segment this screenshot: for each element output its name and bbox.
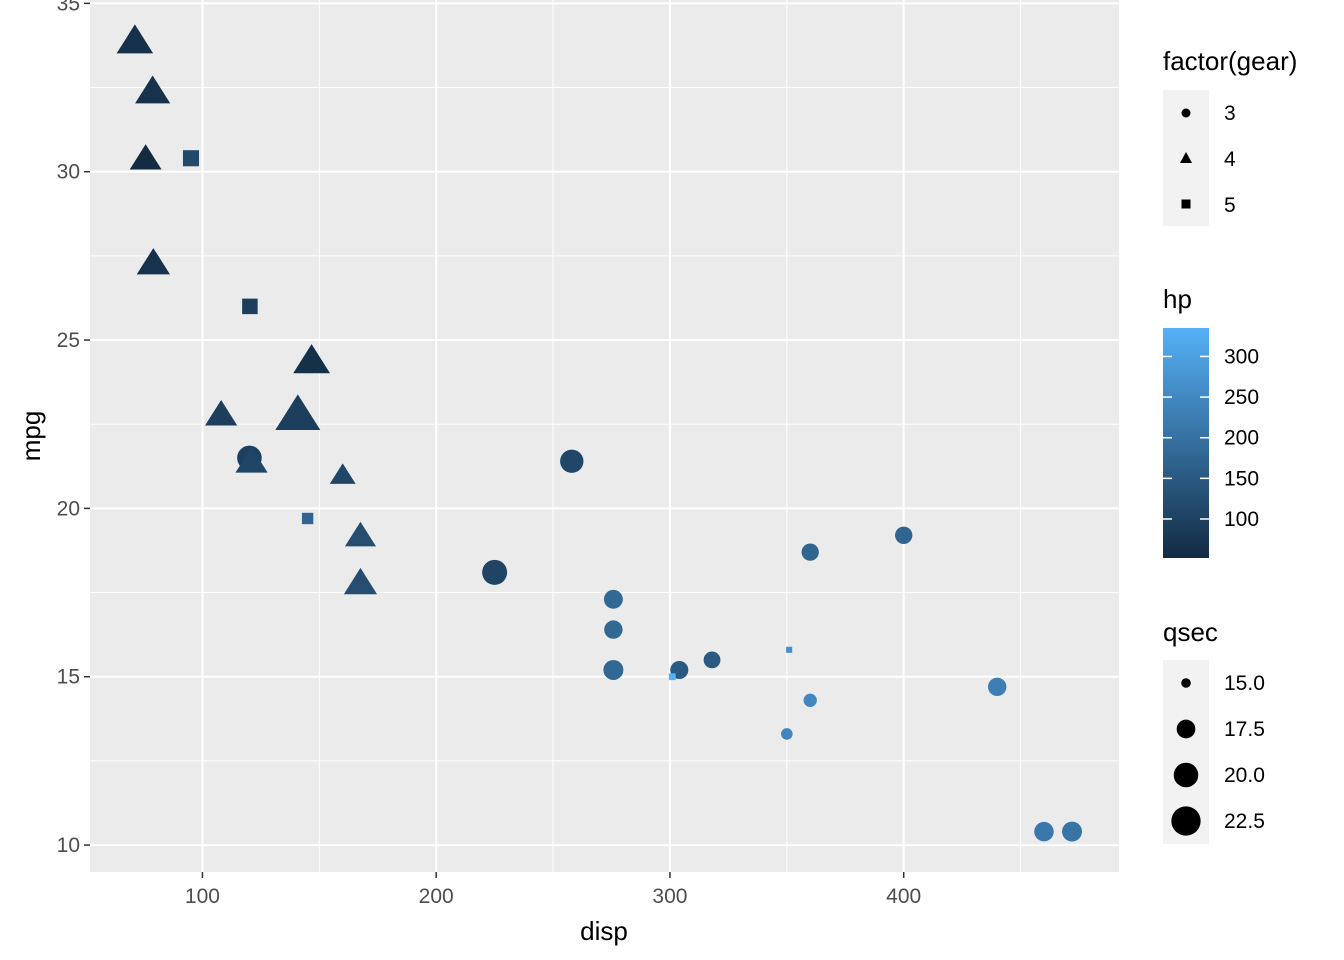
shape-legend-title: factor(gear)	[1163, 46, 1297, 76]
point-triangle	[135, 75, 171, 104]
color-legend-ticks: 100 150 200 250 300	[1163, 345, 1259, 531]
size-legend-title: qsec	[1163, 617, 1218, 647]
point-square	[242, 298, 258, 315]
point-square	[786, 646, 793, 653]
point-triangle	[344, 521, 377, 547]
size-legend: qsec 15.0 17.5 20.0 22.5	[1163, 617, 1265, 844]
point-triangle	[343, 567, 378, 595]
size-legend-label: 22.5	[1224, 810, 1265, 833]
size-legend-key	[1173, 762, 1199, 788]
point-square	[301, 512, 314, 525]
size-legend-key	[1181, 678, 1191, 688]
shape-legend-label-4: 4	[1224, 148, 1236, 171]
y-tick-label: 25	[57, 329, 80, 352]
color-legend-label: 100	[1224, 508, 1259, 531]
shape-legend: factor(gear) 3 4 5	[1163, 46, 1297, 226]
major-gridlines	[90, 0, 1119, 872]
point-square	[182, 150, 200, 167]
point-circle	[987, 677, 1007, 697]
point-triangle	[329, 463, 356, 484]
color-legend-label: 250	[1224, 386, 1259, 409]
point-triangle	[136, 248, 170, 275]
x-axis-title: disp	[580, 916, 628, 946]
y-tick-label: 15	[57, 666, 80, 689]
legend-key-square	[1181, 199, 1191, 209]
y-tick-label: 20	[57, 497, 80, 520]
point-square	[668, 673, 676, 681]
point-circle	[1034, 821, 1054, 842]
shape-legend-label-3: 3	[1224, 102, 1236, 125]
color-legend: hp 100 150 200 250 300	[1163, 284, 1259, 558]
color-legend-bar	[1163, 328, 1209, 558]
point-circle	[603, 589, 623, 609]
point-triangle	[116, 24, 154, 54]
legend-key-circle	[1181, 108, 1191, 118]
x-axis: 100 200 300 400	[185, 872, 921, 908]
y-tick-label: 10	[57, 834, 80, 857]
color-legend-title: hp	[1163, 284, 1192, 314]
point-triangle	[129, 144, 162, 170]
size-legend-label: 15.0	[1224, 672, 1265, 695]
x-tick-label: 200	[419, 885, 454, 908]
point-triangle	[293, 344, 331, 374]
x-tick-label: 100	[185, 885, 220, 908]
y-axis-title: mpg	[16, 411, 46, 462]
size-legend-key	[1176, 719, 1196, 739]
x-tick-label: 300	[652, 885, 687, 908]
size-legend-label: 20.0	[1224, 764, 1265, 787]
color-legend-label: 300	[1224, 345, 1259, 368]
point-triangle	[205, 400, 238, 426]
legend-key-triangle	[1180, 152, 1192, 163]
shape-legend-label-5: 5	[1224, 194, 1236, 217]
point-triangle	[275, 394, 321, 431]
point-circle	[1062, 821, 1082, 842]
data-points	[116, 24, 1082, 842]
point-circle	[603, 660, 624, 680]
y-tick-label: 30	[57, 161, 80, 184]
point-circle	[604, 620, 623, 639]
point-circle	[895, 526, 913, 545]
y-tick-label: 35	[57, 0, 80, 15]
point-triangle	[235, 447, 268, 473]
size-legend-key	[1171, 806, 1201, 836]
point-circle	[482, 559, 508, 585]
x-tick-label: 400	[886, 885, 921, 908]
point-circle	[703, 651, 721, 669]
point-circle	[560, 449, 584, 473]
plot-panel	[90, 0, 1119, 872]
size-legend-items: 15.0 17.5 20.0 22.5	[1171, 672, 1265, 836]
color-legend-label: 150	[1224, 467, 1259, 490]
minor-gridlines	[90, 0, 1119, 872]
point-circle	[803, 693, 817, 707]
y-axis: 10 15 20 25 30 35	[57, 0, 90, 857]
color-legend-label: 200	[1224, 427, 1259, 450]
point-circle	[781, 728, 793, 740]
point-circle	[801, 543, 819, 561]
size-legend-label: 17.5	[1224, 718, 1265, 741]
